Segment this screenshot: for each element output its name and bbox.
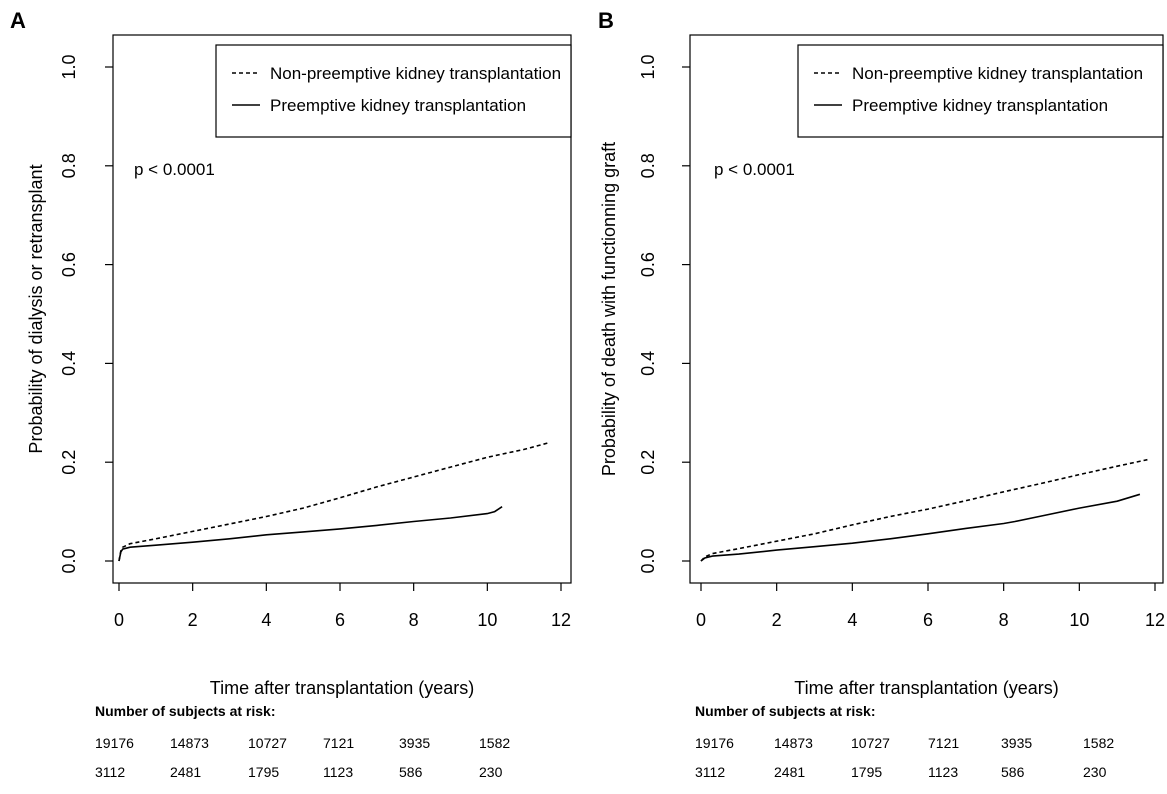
legend-box bbox=[797, 44, 1164, 138]
y-tick-label: 0.6 bbox=[59, 252, 79, 277]
risk-table-cell: 10727 bbox=[248, 735, 287, 751]
x-tick-label: 10 bbox=[1069, 610, 1089, 630]
panel-b: B 0 2 4 6 8 10 12 0.0 0.2 0.4 0.6 0.8 1.0 Probability … bbox=[598, 8, 1165, 780]
risk-table-cell: 19176 bbox=[95, 735, 134, 751]
y-tick-label: 0.2 bbox=[59, 450, 79, 475]
x-tick-label: 2 bbox=[772, 610, 782, 630]
risk-table-cell: 2481 bbox=[170, 764, 201, 780]
risk-table-cell: 14873 bbox=[170, 735, 209, 751]
y-tick-label: 0.0 bbox=[638, 548, 658, 573]
x-tick-label: 8 bbox=[999, 610, 1009, 630]
plot-frame bbox=[689, 34, 1164, 584]
risk-table-cell: 586 bbox=[1001, 764, 1025, 780]
series-line-dashed bbox=[700, 458, 1148, 562]
x-tick-label: 8 bbox=[409, 610, 419, 630]
plot-frame bbox=[112, 34, 572, 584]
y-tick-label: 0.8 bbox=[59, 153, 79, 178]
series-line-solid bbox=[700, 493, 1141, 562]
risk-table-cell: 3935 bbox=[399, 735, 430, 751]
legend-label: Non-preemptive kidney transplantation bbox=[270, 64, 561, 83]
risk-table-cell: 3935 bbox=[1001, 735, 1032, 751]
y-tick-label: 0.2 bbox=[638, 450, 658, 475]
series-line-solid bbox=[118, 506, 503, 562]
x-tick-label: 0 bbox=[114, 610, 124, 630]
y-axis-title: Probability of dialysis or retransplant bbox=[26, 164, 46, 453]
y-tick-label: 0.0 bbox=[59, 548, 79, 573]
p-value-annotation: p < 0.0001 bbox=[714, 160, 795, 179]
risk-table-cell: 1795 bbox=[248, 764, 279, 780]
y-axis-title: Probability of death with functionning g… bbox=[599, 142, 619, 476]
risk-table-cell: 10727 bbox=[851, 735, 890, 751]
y-tick-label: 0.8 bbox=[638, 153, 658, 178]
panel-label: B bbox=[598, 8, 614, 33]
risk-table-title: Number of subjects at risk: bbox=[95, 703, 276, 719]
legend-label: Preemptive kidney transplantation bbox=[852, 96, 1108, 115]
risk-table-cell: 586 bbox=[399, 764, 423, 780]
y-tick-label: 0.4 bbox=[638, 351, 658, 376]
risk-table-cell: 230 bbox=[479, 764, 503, 780]
risk-table-cell: 230 bbox=[1083, 764, 1107, 780]
x-tick-label: 12 bbox=[1145, 610, 1165, 630]
risk-table-cell: 3112 bbox=[95, 764, 125, 780]
x-tick-label: 0 bbox=[696, 610, 706, 630]
risk-table-cell: 1582 bbox=[1083, 735, 1114, 751]
x-tick-label: 2 bbox=[188, 610, 198, 630]
legend-label: Non-preemptive kidney transplantation bbox=[852, 64, 1143, 83]
x-tick-label: 10 bbox=[477, 610, 497, 630]
panel-a: A 0 2 4 6 8 10 12 0.0 0.2 0.4 0.6 0.8 1.0 Probability … bbox=[10, 8, 572, 780]
risk-table-cell: 7121 bbox=[323, 735, 354, 751]
risk-table-cell: 3112 bbox=[695, 764, 725, 780]
series-line-dashed bbox=[118, 441, 551, 562]
p-value-annotation: p < 0.0001 bbox=[134, 160, 215, 179]
x-tick-label: 12 bbox=[551, 610, 571, 630]
risk-table-cell: 1123 bbox=[928, 764, 958, 780]
risk-table-cell: 1123 bbox=[323, 764, 353, 780]
y-tick-label: 1.0 bbox=[59, 54, 79, 79]
risk-table-title: Number of subjects at risk: bbox=[695, 703, 876, 719]
legend-box bbox=[215, 44, 572, 138]
y-tick-label: 0.6 bbox=[638, 252, 658, 277]
legend-label: Preemptive kidney transplantation bbox=[270, 96, 526, 115]
x-tick-label: 6 bbox=[923, 610, 933, 630]
y-tick-label: 0.4 bbox=[59, 351, 79, 376]
x-axis-title: Time after transplantation (years) bbox=[794, 678, 1058, 698]
risk-table-cell: 2481 bbox=[774, 764, 805, 780]
y-tick-label: 1.0 bbox=[638, 54, 658, 79]
risk-table-cell: 14873 bbox=[774, 735, 813, 751]
x-tick-label: 4 bbox=[847, 610, 857, 630]
risk-table-cell: 7121 bbox=[928, 735, 959, 751]
risk-table-cell: 1582 bbox=[479, 735, 510, 751]
risk-table-cell: 1795 bbox=[851, 764, 882, 780]
x-axis-title: Time after transplantation (years) bbox=[210, 678, 474, 698]
panel-label: A bbox=[10, 8, 26, 33]
risk-table-cell: 19176 bbox=[695, 735, 734, 751]
x-tick-label: 6 bbox=[335, 610, 345, 630]
x-tick-label: 4 bbox=[261, 610, 271, 630]
